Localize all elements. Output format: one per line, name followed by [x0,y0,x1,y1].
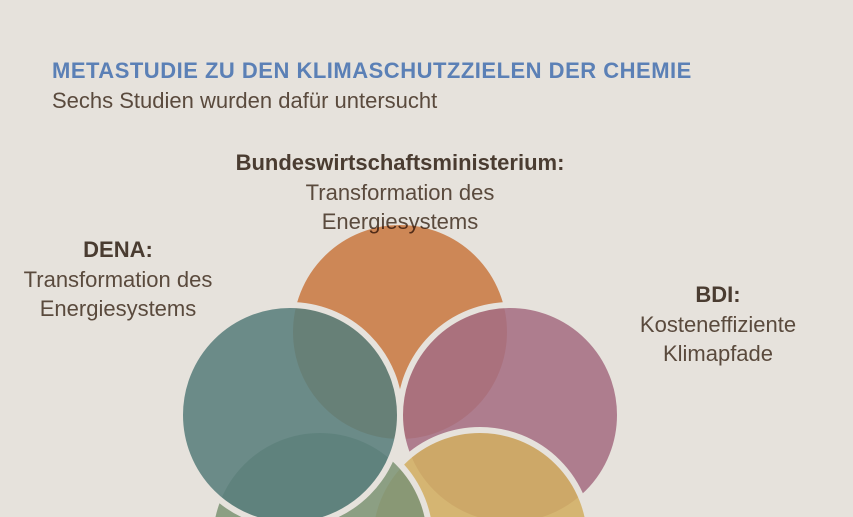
venn-circle-right-lower [370,430,590,517]
label-left-bold: DENA: [0,235,288,265]
venn-circle-left-lower [210,430,430,517]
label-top-text: Transformation des Energiesystems [230,178,570,237]
label-top-bold: Bundeswirtschaftsministerium: [230,148,570,178]
label-right: BDI:KosteneffizienteKlimapfade [548,280,853,369]
label-top: Bundeswirtschaftsministerium:Transformat… [230,148,570,237]
label-left-text: Transformation desEnergiesystems [0,265,288,324]
subhead: Sechs Studien wurden dafür untersucht [52,88,437,114]
venn-circle-top [290,222,510,442]
label-left: DENA:Transformation desEnergiesystems [0,235,288,324]
label-right-bold: BDI: [548,280,853,310]
label-right-text: KosteneffizienteKlimapfade [548,310,853,369]
headline: METASTUDIE ZU DEN KLIMASCHUTZZIELEN DER … [52,58,692,84]
venn-circle-left-upper [180,305,400,517]
